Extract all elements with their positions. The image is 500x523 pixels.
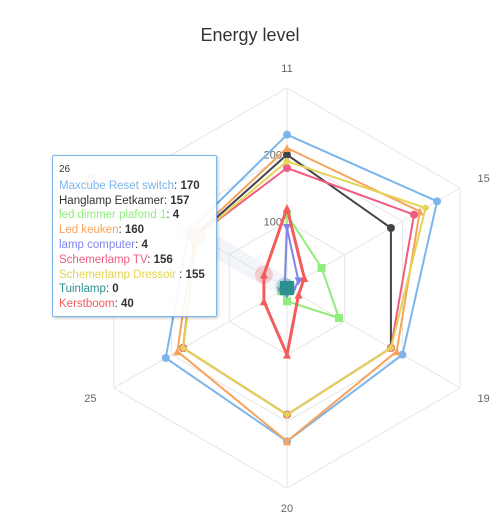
series-line-6 bbox=[182, 160, 427, 416]
series-3-point-3 bbox=[283, 437, 291, 446]
tooltip-value: 0 bbox=[112, 283, 119, 296]
tooltip-row: Kerstboom: 40 bbox=[59, 297, 210, 312]
category-label-25: 25 bbox=[84, 393, 96, 405]
tooltip-series-name: Maxcube Reset switch bbox=[59, 179, 175, 192]
tooltip-row: Schemerlamp TV: 156 bbox=[59, 253, 210, 268]
series-8-point-0 bbox=[283, 204, 291, 212]
tooltip-separator: : bbox=[147, 253, 154, 266]
tooltip-row: Maxcube Reset switch: 170 bbox=[59, 179, 210, 194]
series-3-point-4 bbox=[173, 347, 182, 356]
tooltip-separator: : bbox=[105, 283, 113, 296]
series-4-point-0 bbox=[283, 224, 291, 232]
tooltip-series-name: lamp computer bbox=[59, 238, 136, 251]
tooltip-value: 4 bbox=[141, 238, 148, 251]
category-label-11: 11 bbox=[281, 63, 292, 75]
tooltip-row: Led keuken: 160 bbox=[59, 223, 210, 238]
series-6-point-0 bbox=[283, 157, 291, 166]
tooltip-value: 40 bbox=[121, 298, 134, 311]
tooltip: 26 Maxcube Reset switch: 170 Hanglamp Eet… bbox=[52, 155, 217, 317]
tooltip-series-name: led dimmer plafond 1 bbox=[59, 209, 167, 222]
series-3-point-2 bbox=[392, 347, 401, 356]
tooltip-separator: : bbox=[118, 224, 125, 237]
series-7-point-5 bbox=[280, 281, 294, 295]
tooltip-series-name: Schemerlamp Dressoir bbox=[59, 268, 180, 281]
series-1-point-1 bbox=[386, 224, 395, 232]
tooltip-value: 157 bbox=[170, 194, 190, 207]
tooltip-row: Tuinlamp: 0 bbox=[59, 282, 210, 297]
tooltip-value: 170 bbox=[180, 179, 200, 192]
series-6-point-1 bbox=[421, 204, 430, 212]
category-label-19: 19 bbox=[478, 393, 490, 405]
grid-spoke-2 bbox=[286, 287, 461, 389]
tooltip-series-name: Kerstboom bbox=[59, 298, 115, 311]
series-6-point-2 bbox=[386, 344, 395, 352]
series-6-point-3 bbox=[283, 410, 291, 419]
radial-tick-100: 100 bbox=[264, 216, 282, 228]
grid-spoke-1 bbox=[286, 187, 461, 289]
tooltip-separator: : bbox=[135, 238, 142, 251]
tooltip-series-name: Schemerlamp TV bbox=[59, 253, 148, 266]
series-8-point-2 bbox=[294, 290, 303, 299]
grid-spoke-4 bbox=[113, 287, 288, 389]
series-8-point-1 bbox=[300, 274, 309, 282]
tooltip-rows: Maxcube Reset switch: 170 Hanglamp Eetkam… bbox=[59, 179, 210, 312]
tooltip-separator: : bbox=[174, 179, 181, 192]
tooltip-separator: : bbox=[114, 298, 121, 311]
tooltip-row: lamp computer: 4 bbox=[59, 238, 210, 253]
tooltip-separator: : bbox=[163, 194, 171, 207]
series-1-point-0 bbox=[283, 150, 291, 159]
series-0-point-2 bbox=[398, 350, 407, 359]
tooltip-separator: : bbox=[179, 268, 186, 281]
series-8-point-3 bbox=[283, 350, 291, 359]
tooltip-value: 156 bbox=[153, 253, 173, 266]
tooltip-series-name: Hanglamp Eetkamer bbox=[59, 194, 164, 207]
tooltip-series-name: Tuinlamp bbox=[59, 283, 106, 296]
tooltip-value: 155 bbox=[185, 268, 205, 281]
series-3-point-1 bbox=[415, 207, 424, 216]
tooltip-row: Schemerlamp Dressoir : 155 bbox=[59, 268, 210, 283]
series-0-point-0 bbox=[283, 130, 291, 139]
series-2-point-1 bbox=[317, 264, 326, 272]
series-5-point-0 bbox=[283, 164, 291, 172]
series-5-point-1 bbox=[410, 210, 419, 219]
series-4-point-1 bbox=[294, 277, 303, 286]
series-0-point-4 bbox=[161, 354, 170, 362]
tooltip-series-name: Led keuken bbox=[59, 224, 119, 237]
series-0-point-1 bbox=[433, 197, 442, 206]
category-label-15: 15 bbox=[478, 173, 490, 185]
tooltip-value: 160 bbox=[124, 224, 145, 237]
series-6-point-4 bbox=[179, 344, 188, 352]
tooltip-value: 4 bbox=[172, 209, 180, 222]
tooltip-row: Hanglamp Eetkamer: 157 bbox=[59, 194, 210, 209]
series-3-point-0 bbox=[283, 144, 291, 152]
series-2-point-2 bbox=[334, 314, 343, 322]
series-8-point-5 bbox=[259, 270, 268, 279]
tooltip-separator: : bbox=[166, 209, 173, 222]
category-label-20: 20 bbox=[281, 503, 293, 515]
series-2-point-3 bbox=[283, 297, 291, 306]
series-2-point-0 bbox=[283, 210, 291, 219]
series-8-point-4 bbox=[259, 297, 268, 306]
chart-title: Energy level bbox=[200, 25, 300, 45]
tooltip-header: 26 bbox=[59, 164, 71, 175]
tooltip-row: led dimmer plafond 1: 4 bbox=[59, 208, 210, 223]
